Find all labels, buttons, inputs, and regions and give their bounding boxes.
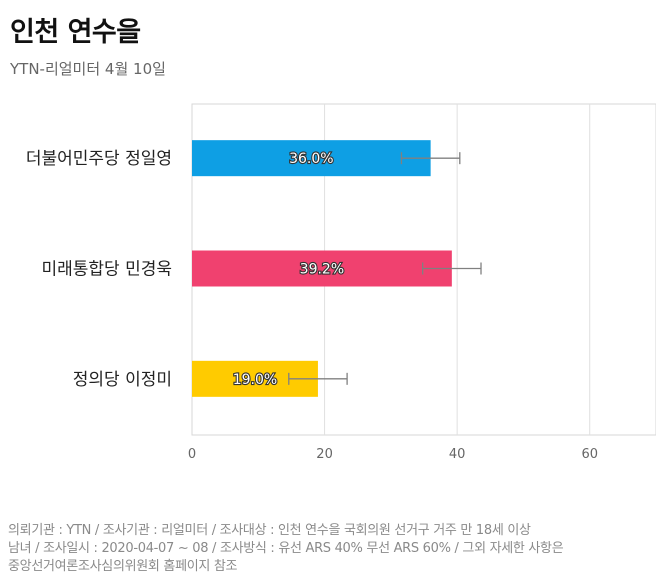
x-tick-label: 0 — [188, 447, 196, 462]
data-label: 36.0% — [289, 151, 333, 167]
footnote-line: 중앙선거여론조사심의위원회 홈페이지 참조 — [8, 559, 238, 574]
data-label: 39.2% — [300, 262, 344, 278]
x-tick-label: 20 — [316, 447, 333, 462]
footnote-line: 남녀 / 조사일시 : 2020-04-07 ~ 08 / 조사방식 : 유선 … — [8, 541, 564, 556]
bar-chart: 0 20 40 60 더불어민주당 정일영 36.0% 미래통합당 민경욱 39.2% 정의당 … — [26, 103, 656, 462]
category-label: 정의당 이정미 — [73, 370, 172, 390]
category-label: 미래통합당 민경욱 — [41, 260, 172, 280]
bar — [192, 250, 452, 287]
footnote-line: 의뢰기관 : YTN / 조사기관 : 리얼미터 / 조사대상 : 인천 연수을… — [8, 523, 531, 538]
data-label: 19.0% — [233, 372, 277, 388]
chart-subtitle: YTN-리얼미터 4월 10일 — [10, 60, 166, 78]
survey-footnote: 의뢰기관 : YTN / 조사기관 : 리얼미터 / 조사대상 : 인천 연수을… — [8, 522, 653, 576]
chart-title: 인천 연수을 — [10, 17, 141, 48]
bar — [192, 140, 431, 177]
x-tick-label: 40 — [449, 447, 466, 462]
category-label: 더불어민주당 정일영 — [26, 149, 172, 169]
x-tick-label: 60 — [581, 447, 598, 462]
